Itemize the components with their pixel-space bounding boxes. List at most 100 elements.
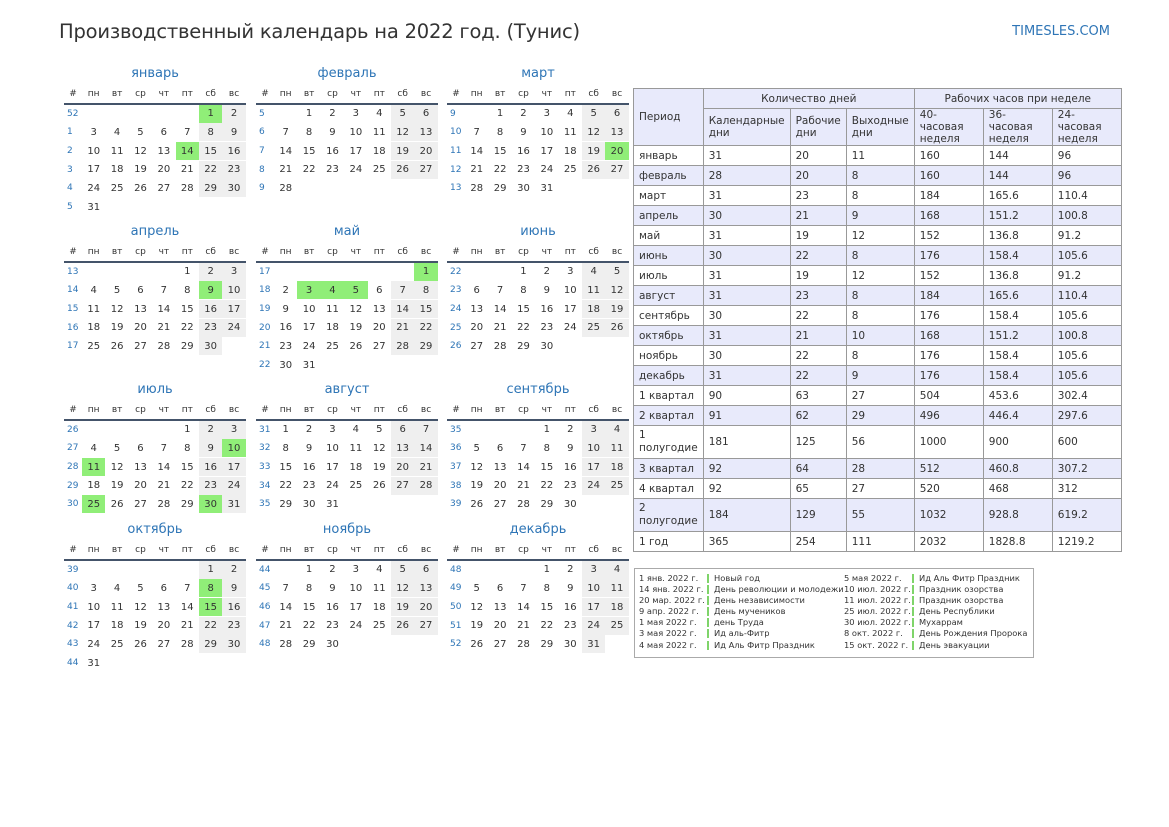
- day-cell: 4: [567, 108, 574, 120]
- week-number: 22: [259, 360, 271, 371]
- empty-cell: [274, 561, 297, 579]
- weekday-header: ср: [511, 244, 536, 263]
- empty-cell: [368, 179, 391, 197]
- day-cell: 10: [349, 582, 363, 594]
- column-header: 40-часовая неделя: [913, 108, 984, 146]
- day-cell: 8: [184, 284, 191, 296]
- day-cell: 13: [493, 461, 507, 473]
- weekday-header: сб: [581, 244, 606, 263]
- day-cell: 3: [352, 564, 360, 576]
- day-cell: 23: [563, 620, 577, 632]
- table-row: июнь 30 22 8 176 158.4 105.6: [633, 245, 1122, 266]
- day-cell: 7: [496, 284, 504, 296]
- day-cell: 2: [543, 266, 551, 278]
- value-cell: 19: [789, 265, 847, 286]
- day-cell: 20: [414, 142, 438, 161]
- period-cell: февраль: [633, 165, 704, 186]
- week-number: 6: [259, 127, 265, 138]
- holiday-date: 8 окт. 2022 г.: [844, 628, 903, 639]
- empty-cell: [152, 198, 175, 216]
- weekday-header: #: [447, 244, 465, 263]
- holiday-item: 8 окт. 2022 г. День Рождения Пророка: [844, 628, 1027, 639]
- week-number: 52: [450, 639, 462, 650]
- day-cell: 26: [470, 638, 484, 650]
- day-cell: 14: [493, 303, 507, 315]
- day-cell: 4: [113, 126, 121, 138]
- value-cell: 446.4: [982, 405, 1053, 426]
- site-link[interactable]: TIMESLES.COM: [1012, 24, 1110, 39]
- weekday-header: сб: [581, 402, 606, 421]
- empty-cell: [414, 356, 437, 374]
- value-cell: 100.8: [1051, 205, 1122, 226]
- day-cell: 5: [390, 560, 415, 579]
- day-cell: 18: [605, 458, 629, 477]
- month-grid: # пн вт ср чт пт сб вс 39 1 2 40 3 4 5 6 7 8 9 41 10 11 12 13 14…: [64, 542, 246, 673]
- day-cell: 19: [349, 322, 363, 334]
- day-cell: 23: [222, 160, 246, 179]
- empty-cell: [152, 105, 175, 123]
- value-cell: 129: [789, 498, 847, 532]
- week-number: 44: [259, 564, 271, 575]
- month-calendar: март # пн вт ср чт пт сб вс 9 1 2 3 4 5 6 10 7 8 9 10 11 12 13 1…: [447, 62, 629, 198]
- week-number: 17: [67, 341, 79, 352]
- day-cell: 16: [326, 145, 339, 157]
- days-group-header: Количество дней: [702, 88, 915, 109]
- day-cell: 21: [390, 318, 415, 337]
- week-number: 42: [67, 620, 79, 631]
- day-cell: 12: [372, 442, 386, 454]
- value-cell: 152: [913, 265, 984, 286]
- day-cell: 16: [302, 461, 316, 473]
- day-cell: 16: [198, 300, 223, 319]
- day-cell: 21: [157, 480, 171, 492]
- day-cell: 15: [198, 142, 223, 161]
- day-cell: 22: [493, 164, 507, 176]
- weekday-header: вс: [222, 244, 246, 263]
- day-cell: 4: [90, 442, 97, 454]
- weekday-header: сб: [581, 542, 606, 561]
- day-cell: 3: [222, 262, 246, 281]
- holiday-name: Ид Аль Фитр Праздник: [919, 573, 1020, 583]
- weekday-header: чт: [535, 542, 559, 561]
- weekday-header: вт: [488, 86, 512, 105]
- day-cell: 28: [493, 340, 507, 352]
- day-cell: 17: [349, 601, 363, 613]
- day-cell: 17: [326, 461, 339, 473]
- empty-cell: [129, 421, 152, 439]
- day-cell: 15: [302, 601, 316, 613]
- weekday-header: ср: [128, 86, 153, 105]
- day-cell: 29: [414, 337, 438, 356]
- day-cell: 29: [198, 635, 223, 654]
- empty-cell: [391, 179, 414, 197]
- value-cell: 111: [845, 531, 915, 552]
- value-cell: 184: [702, 498, 791, 532]
- month-name: июнь: [520, 224, 556, 239]
- empty-cell: [488, 421, 511, 439]
- value-cell: 168: [913, 325, 984, 346]
- day-cell: 5: [605, 262, 629, 281]
- day-cell: 15: [414, 300, 438, 319]
- weekday-header: вс: [414, 86, 438, 105]
- day-cell: 28: [517, 498, 530, 510]
- empty-cell: [512, 421, 535, 439]
- day-cell: 11: [82, 458, 106, 477]
- value-cell: 158.4: [982, 365, 1053, 386]
- month-grid: # пн вт ср чт пт сб вс 52 1 2 1 3 4 5 6 7 8 9 2 10 11 12 13 14 15…: [64, 86, 246, 217]
- value-cell: 496: [913, 405, 984, 426]
- day-cell: 6: [605, 104, 629, 123]
- month-calendar: ноябрь # пн вт ср чт пт сб вс 44 1 2 3 4 5 6 45 7 8 9 10 11 12…: [256, 518, 438, 654]
- day-cell: 10: [326, 442, 339, 454]
- day-cell: 1: [184, 266, 191, 278]
- period-cell: январь: [633, 145, 704, 166]
- day-cell: 3: [543, 108, 551, 120]
- day-cell: 2: [329, 108, 336, 120]
- day-cell: 9: [567, 442, 574, 454]
- week-number: 36: [450, 443, 462, 454]
- empty-cell: [368, 263, 391, 281]
- day-cell: 23: [517, 164, 530, 176]
- value-cell: 29: [845, 405, 915, 426]
- day-cell: 23: [326, 620, 339, 632]
- day-cell: 30: [326, 638, 339, 650]
- work-stats-table: Период Количество дней Рабочих часов при…: [633, 88, 1122, 552]
- day-cell: 1: [496, 108, 504, 120]
- weekday-header: ср: [511, 86, 536, 105]
